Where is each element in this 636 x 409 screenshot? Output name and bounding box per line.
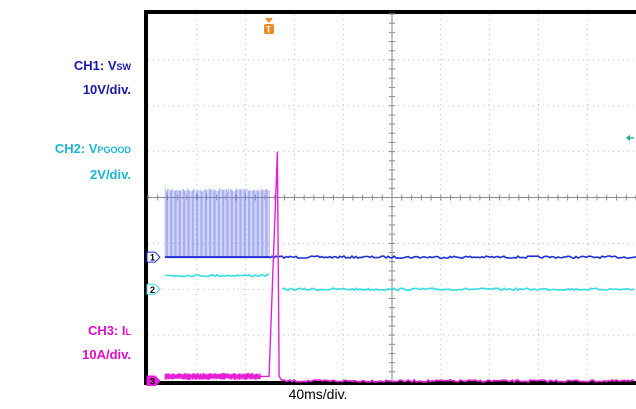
trigger-level-arrow (626, 134, 630, 141)
ch3-marker-label: 3 (150, 377, 155, 387)
ch1-marker-label: 1 (150, 253, 155, 263)
ch3-name-label: CH3: IL (87, 323, 131, 338)
oscilloscope-screen: 1 2 3 T (144, 10, 636, 387)
ch2-name-label: CH2: VPGOOD (54, 141, 131, 156)
ch3-trace (282, 378, 635, 384)
ch3-trace-ramp (260, 151, 283, 382)
ch2-ground-marker (146, 283, 161, 295)
ch1-name-label: CH1: VSW (73, 58, 131, 73)
grid-lines (147, 13, 636, 382)
ch1-ground-marker (146, 251, 161, 263)
ch2-scale-label: 2V/div. (90, 167, 131, 182)
trigger-arrow (265, 18, 273, 23)
ch3-trace-noise (164, 372, 261, 381)
ch1-trace (269, 254, 636, 260)
ch1-scale-label: 10V/div. (82, 82, 131, 97)
trigger-label: T (266, 25, 272, 35)
channel-markers: 1 2 3 T (146, 18, 634, 387)
ch2-trace (281, 287, 635, 292)
ch2-marker-label: 2 (150, 285, 155, 295)
ch1-switching-burst (164, 188, 270, 258)
timebase-label: 40ms/div. (288, 386, 348, 402)
traces (164, 151, 636, 384)
trigger-marker (264, 24, 274, 34)
ch2-trace (165, 273, 270, 278)
ch3-scale-label: 10A/div. (82, 347, 131, 362)
ch3-ground-marker (146, 375, 161, 386)
